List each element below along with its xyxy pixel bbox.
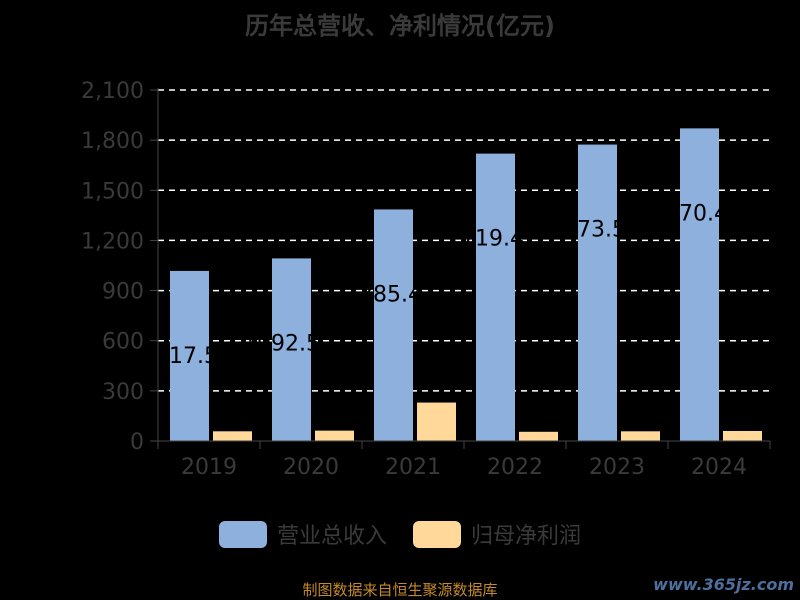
legend-swatch-revenue xyxy=(218,520,267,548)
legend-item-net-profit[interactable]: 归母净利润 xyxy=(413,518,581,550)
net-profit-bar xyxy=(519,431,558,441)
x-tick-label: 2023 xyxy=(589,455,645,480)
revenue-bar xyxy=(680,128,719,441)
x-tick-label: 2024 xyxy=(691,455,747,480)
y-tick-label: 1,800 xyxy=(81,129,144,154)
revenue-bar xyxy=(476,153,515,442)
x-tick-label: 2020 xyxy=(283,455,339,480)
net-profit-bar xyxy=(723,430,762,441)
revenue-bar xyxy=(272,258,311,441)
x-tick-label: 2019 xyxy=(181,455,237,480)
legend-swatch-net-profit xyxy=(413,520,461,548)
revenue-data-label: 1870.4 xyxy=(651,201,728,226)
y-tick-label: 0 xyxy=(130,430,144,455)
data-source-note: 制图数据来自恒生聚源数据库 xyxy=(302,581,498,599)
revenue-data-label: 1385.4 xyxy=(345,282,422,307)
chart-title: 历年总营收、净利情况(亿元) xyxy=(245,12,555,40)
data-labels: 1017.5 1092.5 1385.4 1719.4 1773.5 1870.4 xyxy=(141,201,728,369)
y-tick-label: 300 xyxy=(102,380,144,405)
gridlines xyxy=(150,89,770,442)
x-axis-tick-labels: 2019 2020 2021 2022 2023 2024 xyxy=(181,455,747,480)
revenue-bar xyxy=(578,144,617,441)
y-tick-label: 1,500 xyxy=(81,179,144,204)
y-axis-tick-labels: 0 300 600 900 1,200 1,500 1,800 2,100 xyxy=(81,79,144,455)
legend-item-revenue[interactable]: 营业总收入 xyxy=(218,518,387,550)
x-tick-label: 2021 xyxy=(385,455,441,480)
x-tick-label: 2022 xyxy=(487,455,543,480)
revenue-data-label: 1773.5 xyxy=(549,218,626,243)
y-tick-label: 900 xyxy=(102,280,144,305)
y-tick-label: 2,100 xyxy=(81,79,144,104)
watermark: www.365jz.com xyxy=(653,575,794,594)
y-tick-label: 600 xyxy=(102,330,144,355)
legend-label-revenue: 营业总收入 xyxy=(276,524,387,549)
net-profit-bar xyxy=(315,430,354,441)
y-tick-label: 1,200 xyxy=(81,229,144,254)
legend: 营业总收入 归母净利润 xyxy=(0,518,800,550)
revenue-data-label: 1719.4 xyxy=(447,227,524,252)
bars xyxy=(170,128,762,442)
net-profit-bar xyxy=(417,402,456,441)
axes xyxy=(157,88,771,449)
net-profit-bar xyxy=(213,431,252,441)
revenue-data-label: 1017.5 xyxy=(141,344,218,369)
revenue-bar xyxy=(170,270,209,441)
revenue-bar xyxy=(374,209,413,441)
revenue-data-label: 1092.5 xyxy=(243,331,320,356)
net-profit-bar xyxy=(621,431,660,441)
legend-label-net-profit: 归母净利润 xyxy=(471,524,582,549)
